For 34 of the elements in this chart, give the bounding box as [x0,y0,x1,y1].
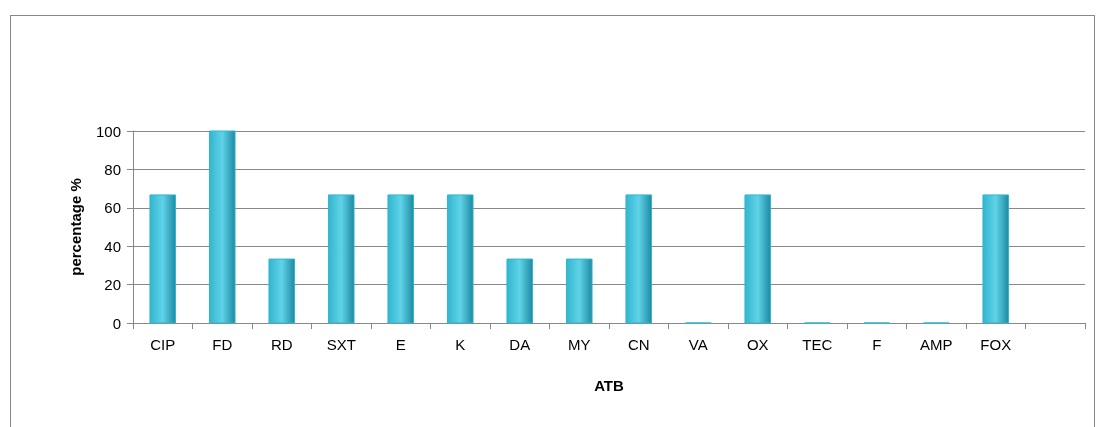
x-tick-label: OX [746,336,769,353]
x-axis-title: ATB [594,377,625,394]
y-tick-label: 60 [104,199,121,217]
x-tick-label: CN [627,336,650,353]
bar [446,194,474,324]
y-tick-label: 20 [104,276,121,294]
bar [744,194,772,324]
x-tick-label: FOX [980,336,1012,353]
bar [208,130,236,324]
y-tick-label: 100 [95,122,121,140]
y-tick-label: 0 [112,314,121,332]
bar [506,258,534,324]
bar [327,194,355,324]
x-tick-label: DA [509,336,531,353]
bar [565,258,593,324]
x-tick-label: SXT [326,336,356,353]
y-axis-title: percentage % [67,178,84,276]
bar [625,194,653,324]
x-tick-label: TEC [802,336,833,353]
bar [268,258,296,324]
x-tick-label: E [395,336,406,353]
x-tick-label: K [455,336,466,353]
x-tick-label: RD [270,336,293,353]
bar [982,194,1010,324]
y-tick-label: 40 [104,237,121,255]
x-tick-label: FD [212,336,233,353]
bar [149,194,177,324]
y-tick-label: 80 [104,160,121,178]
x-tick-label: VA [688,336,708,353]
bar [387,194,415,324]
x-tick-label: AMP [919,336,953,353]
x-tick-label: MY [568,336,591,353]
x-tick-label: CIP [150,336,176,353]
x-tick-label: F [872,336,882,353]
